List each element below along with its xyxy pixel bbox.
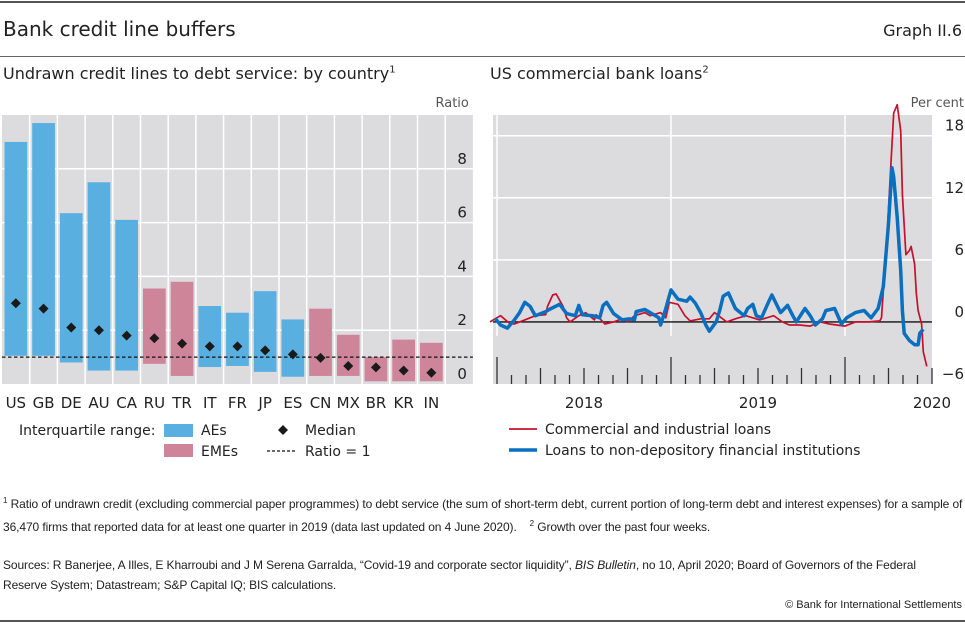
plot-background: [493, 115, 932, 384]
median-marker-au: [93, 325, 104, 336]
y-axis-unit: Per cent: [911, 96, 964, 111]
title-rule: [0, 56, 965, 57]
median-marker-gb: [38, 303, 49, 314]
sources-publication: BIS Bulletin: [574, 558, 636, 572]
median-marker-cn: [315, 352, 326, 363]
median-marker-jp: [260, 345, 271, 356]
bar-us: [4, 141, 28, 356]
footnote-2: Growth over the past four weeks.: [537, 520, 711, 534]
nondepository-loans-line: [493, 166, 925, 347]
x-tick-label: 2019: [739, 394, 777, 412]
footnote-1-marker: 1: [3, 496, 8, 505]
category-label: DE: [61, 394, 82, 412]
y-tick-label: 6: [954, 241, 964, 259]
median-marker-de: [66, 322, 77, 333]
footnote-marker: 2: [702, 64, 709, 76]
bar-de: [59, 213, 83, 363]
right-chart-title: US commercial bank loans2: [490, 64, 709, 83]
left-chart-title-text: Undrawn credit lines to debt service: by…: [3, 64, 390, 83]
bar-jp: [253, 291, 277, 372]
y-tick-label: 4: [457, 257, 467, 275]
y-tick-label: 12: [945, 179, 964, 197]
footnotes: 1 Ratio of undrawn credit (excluding com…: [3, 491, 963, 537]
median-marker-tr: [177, 338, 188, 349]
bar-cn: [309, 308, 332, 376]
footnote-2-marker: 2: [529, 519, 534, 528]
category-label: MX: [337, 394, 360, 412]
footnote-1: Ratio of undrawn credit (excluding comme…: [3, 497, 963, 534]
left-chart-title: Undrawn credit lines to debt service: by…: [3, 64, 396, 83]
category-label: GB: [33, 394, 55, 412]
sources-text: Sources: R Banerjee, A Illes, E Kharroub…: [3, 558, 575, 572]
median-marker-br: [370, 362, 381, 373]
y-tick-label: 0: [457, 365, 467, 383]
category-label: FR: [228, 394, 247, 412]
category-label: BR: [366, 394, 387, 412]
bar-es: [281, 319, 305, 377]
legend-range-label: Interquartile range:: [19, 423, 155, 439]
x-tick-label: 2020: [913, 394, 951, 412]
copyright: © Bank for International Settlements: [785, 599, 962, 611]
median-marker-fr: [232, 341, 243, 352]
category-label: TR: [171, 394, 192, 412]
category-label: JP: [257, 394, 271, 412]
y-tick-label: 8: [457, 150, 467, 168]
median-marker-in: [426, 367, 437, 378]
category-label: ES: [283, 394, 302, 412]
sources: Sources: R Banerjee, A Illes, E Kharroub…: [3, 555, 963, 595]
median-marker-es: [287, 349, 298, 360]
bar-mx: [336, 334, 360, 376]
bottom-rule: [0, 620, 965, 622]
x-tick-label: 2018: [565, 394, 603, 412]
legend-median-marker: [278, 425, 288, 435]
bar-in: [420, 342, 443, 382]
legend-cil-label: Commercial and industrial loans: [545, 422, 771, 438]
sources-text-end: , no 10, April 2020; Board of Governors …: [3, 558, 916, 592]
bar-it: [198, 305, 222, 368]
category-label: RU: [144, 394, 165, 412]
y-tick-label: 2: [457, 311, 467, 329]
bar-ru: [143, 288, 166, 364]
y-tick-label: 0: [954, 303, 964, 321]
y-tick-label: 18: [945, 117, 964, 135]
legend-aes-swatch: [164, 424, 193, 437]
bar-kr: [392, 339, 415, 382]
category-label: US: [6, 394, 27, 412]
right-chart-title-text: US commercial bank loans: [490, 64, 703, 83]
category-label: CN: [310, 394, 332, 412]
median-marker-us: [10, 298, 21, 309]
median-marker-it: [204, 341, 215, 352]
right-chart: 2018 2019 2020 −6 0 6 12 18 Per cent Commercial a…: [489, 96, 964, 459]
median-marker-ru: [149, 333, 160, 344]
left-chart: US GB DE AU CA RU TR IT FR JP ES CN MX BR KR IN 0 2 4 6 8 Rat…: [2, 96, 473, 460]
category-label: KR: [394, 394, 414, 412]
bar-gb: [32, 123, 55, 356]
legend-ratio-label: Ratio = 1: [305, 444, 370, 460]
top-rule: [0, 1, 965, 3]
bar-au: [87, 182, 111, 371]
bar-fr: [226, 312, 249, 366]
median-marker-ca: [121, 330, 132, 341]
bar-ca: [115, 219, 138, 371]
y-tick-label: 6: [457, 204, 467, 222]
category-label: IN: [424, 394, 440, 412]
category-label: IT: [203, 394, 217, 412]
category-label: AU: [88, 394, 109, 412]
legend-aes-label: AEs: [201, 423, 227, 439]
bar-tr: [170, 281, 194, 376]
page-title: Bank credit line buffers: [3, 17, 236, 41]
median-marker-mx: [343, 360, 354, 371]
median-marker-kr: [398, 365, 409, 376]
legend-emes-label: EMEs: [201, 444, 238, 460]
legend-emes-swatch: [164, 444, 193, 457]
y-axis-unit: Ratio: [436, 96, 469, 111]
legend-median-label: Median: [305, 423, 356, 439]
y-tick-label: −6: [942, 365, 964, 383]
footnote-marker: 1: [389, 64, 396, 76]
category-label: CA: [116, 394, 137, 412]
graph-number: Graph II.6: [883, 21, 962, 40]
legend-nondep-label: Loans to non-depository financial instit…: [545, 443, 860, 459]
